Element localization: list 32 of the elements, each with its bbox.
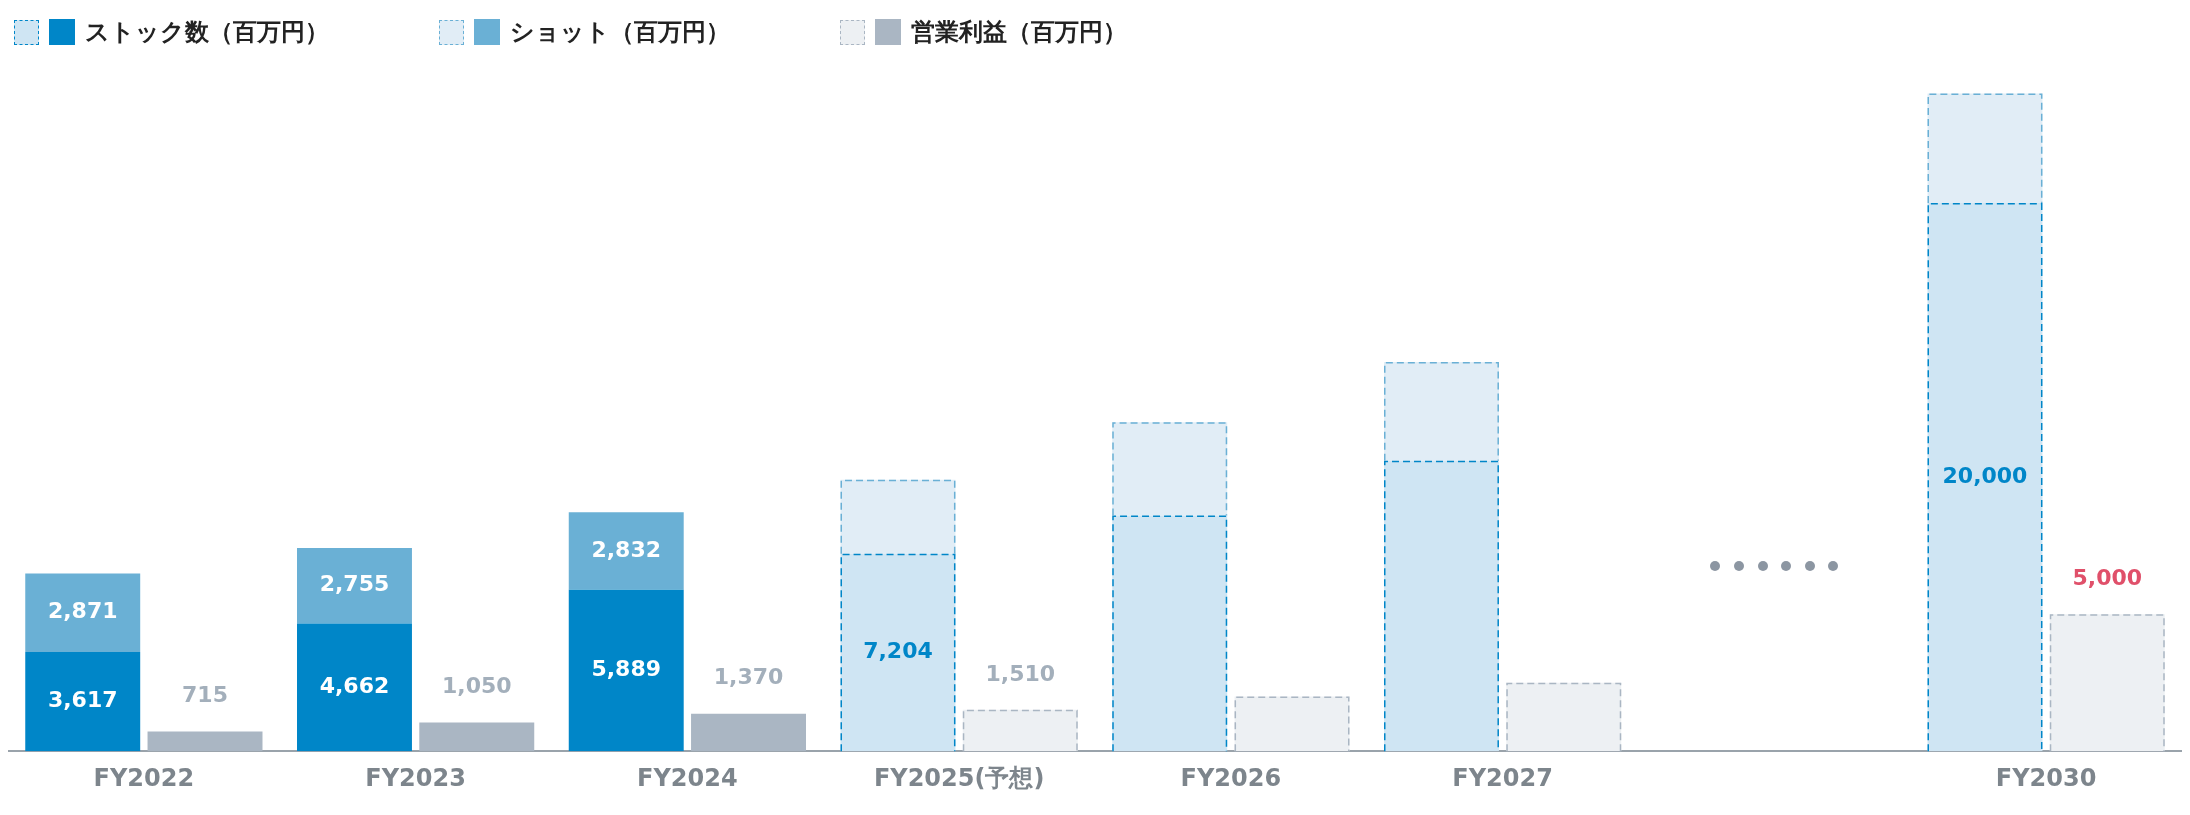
data-label: 2,832 xyxy=(591,536,662,562)
data-label: 1,510 xyxy=(985,660,1056,686)
x-tick-label: FY2022 xyxy=(93,763,195,792)
data-label: 5,889 xyxy=(591,656,662,682)
bar xyxy=(691,713,806,752)
bar xyxy=(568,589,684,752)
bar xyxy=(297,623,412,752)
x-tick-label: FY2030 xyxy=(1995,763,2097,792)
data-label: 1,050 xyxy=(441,673,512,699)
legend-label: 営業利益（百万円） xyxy=(911,17,1127,48)
x-tick-label: FY2024 xyxy=(637,763,738,792)
data-label: 715 xyxy=(182,682,228,708)
bar xyxy=(25,573,141,653)
x-tick-label: FY2027 xyxy=(1452,763,1553,792)
data-label: 7,204 xyxy=(863,638,933,664)
bar xyxy=(147,731,263,752)
x-tick-label: FY2023 xyxy=(365,763,466,792)
data-label: 5,000 xyxy=(2072,564,2143,590)
bar xyxy=(419,722,535,752)
data-label: 2,755 xyxy=(319,571,390,597)
data-label: 1,370 xyxy=(713,664,784,690)
data-label: 3,617 xyxy=(47,687,118,713)
legend-label: ストック数（百万円） xyxy=(85,17,329,48)
x-tick-label: FY2025(予想) xyxy=(873,763,1045,792)
bar xyxy=(297,547,412,624)
data-label: 20,000 xyxy=(1942,462,2028,488)
x-tick-label: FY2026 xyxy=(1180,763,1282,792)
data-label: 2,871 xyxy=(47,598,118,624)
data-label: 4,662 xyxy=(319,673,390,699)
bar xyxy=(568,512,684,590)
bar xyxy=(25,652,141,752)
legend-label: ショット（百万円） xyxy=(510,17,730,48)
